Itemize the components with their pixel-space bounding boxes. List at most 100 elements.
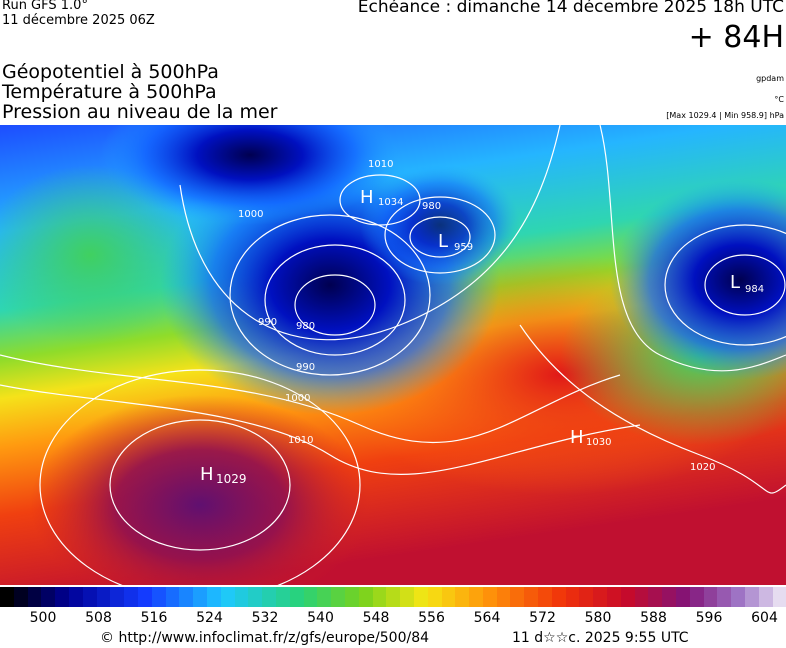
color-swatch — [607, 587, 621, 607]
run-label: Run GFS 1.0° — [2, 0, 88, 13]
color-swatch — [469, 587, 483, 607]
color-swatch — [758, 587, 773, 607]
valid-time: Echéance : dimanche 14 décembre 2025 18h… — [357, 0, 784, 17]
high-marker: H — [570, 427, 584, 448]
color-swatch — [165, 587, 180, 607]
issued: 11 d☆☆c. 2025 9:55 UTC — [512, 630, 689, 646]
color-swatch — [689, 587, 704, 607]
color-swatch — [0, 587, 14, 607]
color-swatch — [676, 587, 690, 607]
color-swatch — [317, 587, 332, 607]
low-marker: L — [730, 272, 740, 293]
field-2: Température à 500hPa — [2, 81, 217, 103]
color-swatch — [137, 587, 152, 607]
unit-2: °C — [774, 95, 784, 104]
unit-1: gpdam — [756, 74, 784, 83]
isobar-label: 980 — [422, 201, 441, 212]
color-swatch — [579, 587, 594, 607]
color-scale-label: 572 — [529, 610, 556, 626]
isobar-label: 1000 — [238, 209, 263, 220]
color-swatch — [151, 587, 166, 607]
color-swatch — [400, 587, 414, 607]
color-swatch — [703, 587, 718, 607]
color-swatch — [386, 587, 401, 607]
lead-time: + 84H — [688, 20, 784, 55]
color-scale-label: 500 — [29, 610, 57, 626]
color-swatch — [441, 587, 456, 607]
color-swatch — [620, 587, 635, 607]
color-scale-label: 524 — [196, 610, 223, 626]
unit-3: [Max 1029.4 | Min 958.9] hPa — [666, 111, 784, 120]
isobar-label: 980 — [296, 321, 315, 332]
isobar-label: 990 — [258, 317, 277, 328]
color-swatch — [662, 587, 677, 607]
color-swatch — [551, 587, 566, 607]
color-scale-label: 516 — [140, 610, 168, 626]
color-swatch — [275, 587, 290, 607]
color-swatch — [68, 587, 83, 607]
color-swatch — [41, 587, 56, 607]
color-swatch — [772, 587, 786, 607]
color-swatch — [303, 587, 318, 607]
low-marker: L — [438, 231, 448, 252]
color-swatch — [96, 587, 111, 607]
isobar-label: 1000 — [285, 393, 310, 404]
run-date: 11 décembre 2025 06Z — [2, 13, 155, 28]
isobar-label: 1010 — [288, 435, 313, 446]
color-swatch — [524, 587, 539, 607]
color-swatch — [248, 587, 263, 607]
color-scale-label: 508 — [85, 610, 112, 626]
color-swatch — [206, 587, 221, 607]
color-swatch — [82, 587, 97, 607]
color-swatch — [358, 587, 373, 607]
high-value: 1034 — [378, 197, 403, 208]
low-value: 984 — [745, 284, 764, 295]
color-swatch — [124, 587, 138, 607]
high-value: 1029 — [216, 472, 247, 486]
color-scale — [0, 587, 786, 607]
isobar-label: 990 — [296, 362, 315, 373]
high-marker: H — [360, 187, 374, 208]
color-swatch — [496, 587, 511, 607]
color-swatch — [731, 587, 746, 607]
color-scale-label: 556 — [418, 610, 445, 626]
color-swatch — [455, 587, 470, 607]
color-swatch — [745, 587, 759, 607]
color-swatch — [331, 587, 345, 607]
color-scale-label: 540 — [307, 610, 334, 626]
isobar-label: 1010 — [368, 159, 393, 170]
color-swatch — [344, 587, 359, 607]
color-swatch — [110, 587, 125, 607]
color-scale-label: 564 — [473, 610, 501, 626]
color-scale-label: 580 — [584, 610, 612, 626]
color-swatch — [234, 587, 249, 607]
high-value: 1030 — [586, 437, 611, 448]
color-swatch — [220, 587, 235, 607]
color-swatch — [510, 587, 525, 607]
color-swatch — [634, 587, 649, 607]
color-swatch — [13, 587, 28, 607]
color-swatch — [427, 587, 442, 607]
color-swatch — [27, 587, 42, 607]
color-swatch — [565, 587, 580, 607]
color-swatch — [538, 587, 552, 607]
low-value: 959 — [454, 242, 473, 253]
isobar-label: 1020 — [690, 462, 715, 473]
color-scale-label: 596 — [695, 610, 723, 626]
source: © http://www.infoclimat.fr/z/gfs/europe/… — [100, 630, 430, 646]
color-swatch — [179, 587, 194, 607]
color-swatch — [289, 587, 304, 607]
color-swatch — [717, 587, 732, 607]
color-scale-label: 532 — [251, 610, 279, 626]
color-scale-label: 604 — [751, 610, 778, 626]
weather-map: 1010 1000 990 980 990 1000 1010 1020 980… — [0, 125, 786, 585]
color-swatch — [55, 587, 69, 607]
color-scale-label: 548 — [362, 610, 390, 626]
color-swatch — [372, 587, 387, 607]
color-swatch — [482, 587, 497, 607]
field-3: Pression au niveau de la mer — [2, 101, 278, 123]
high-marker: H — [200, 464, 214, 485]
field-1: Géopotentiel à 500hPa — [2, 61, 219, 83]
color-swatch — [262, 587, 276, 607]
